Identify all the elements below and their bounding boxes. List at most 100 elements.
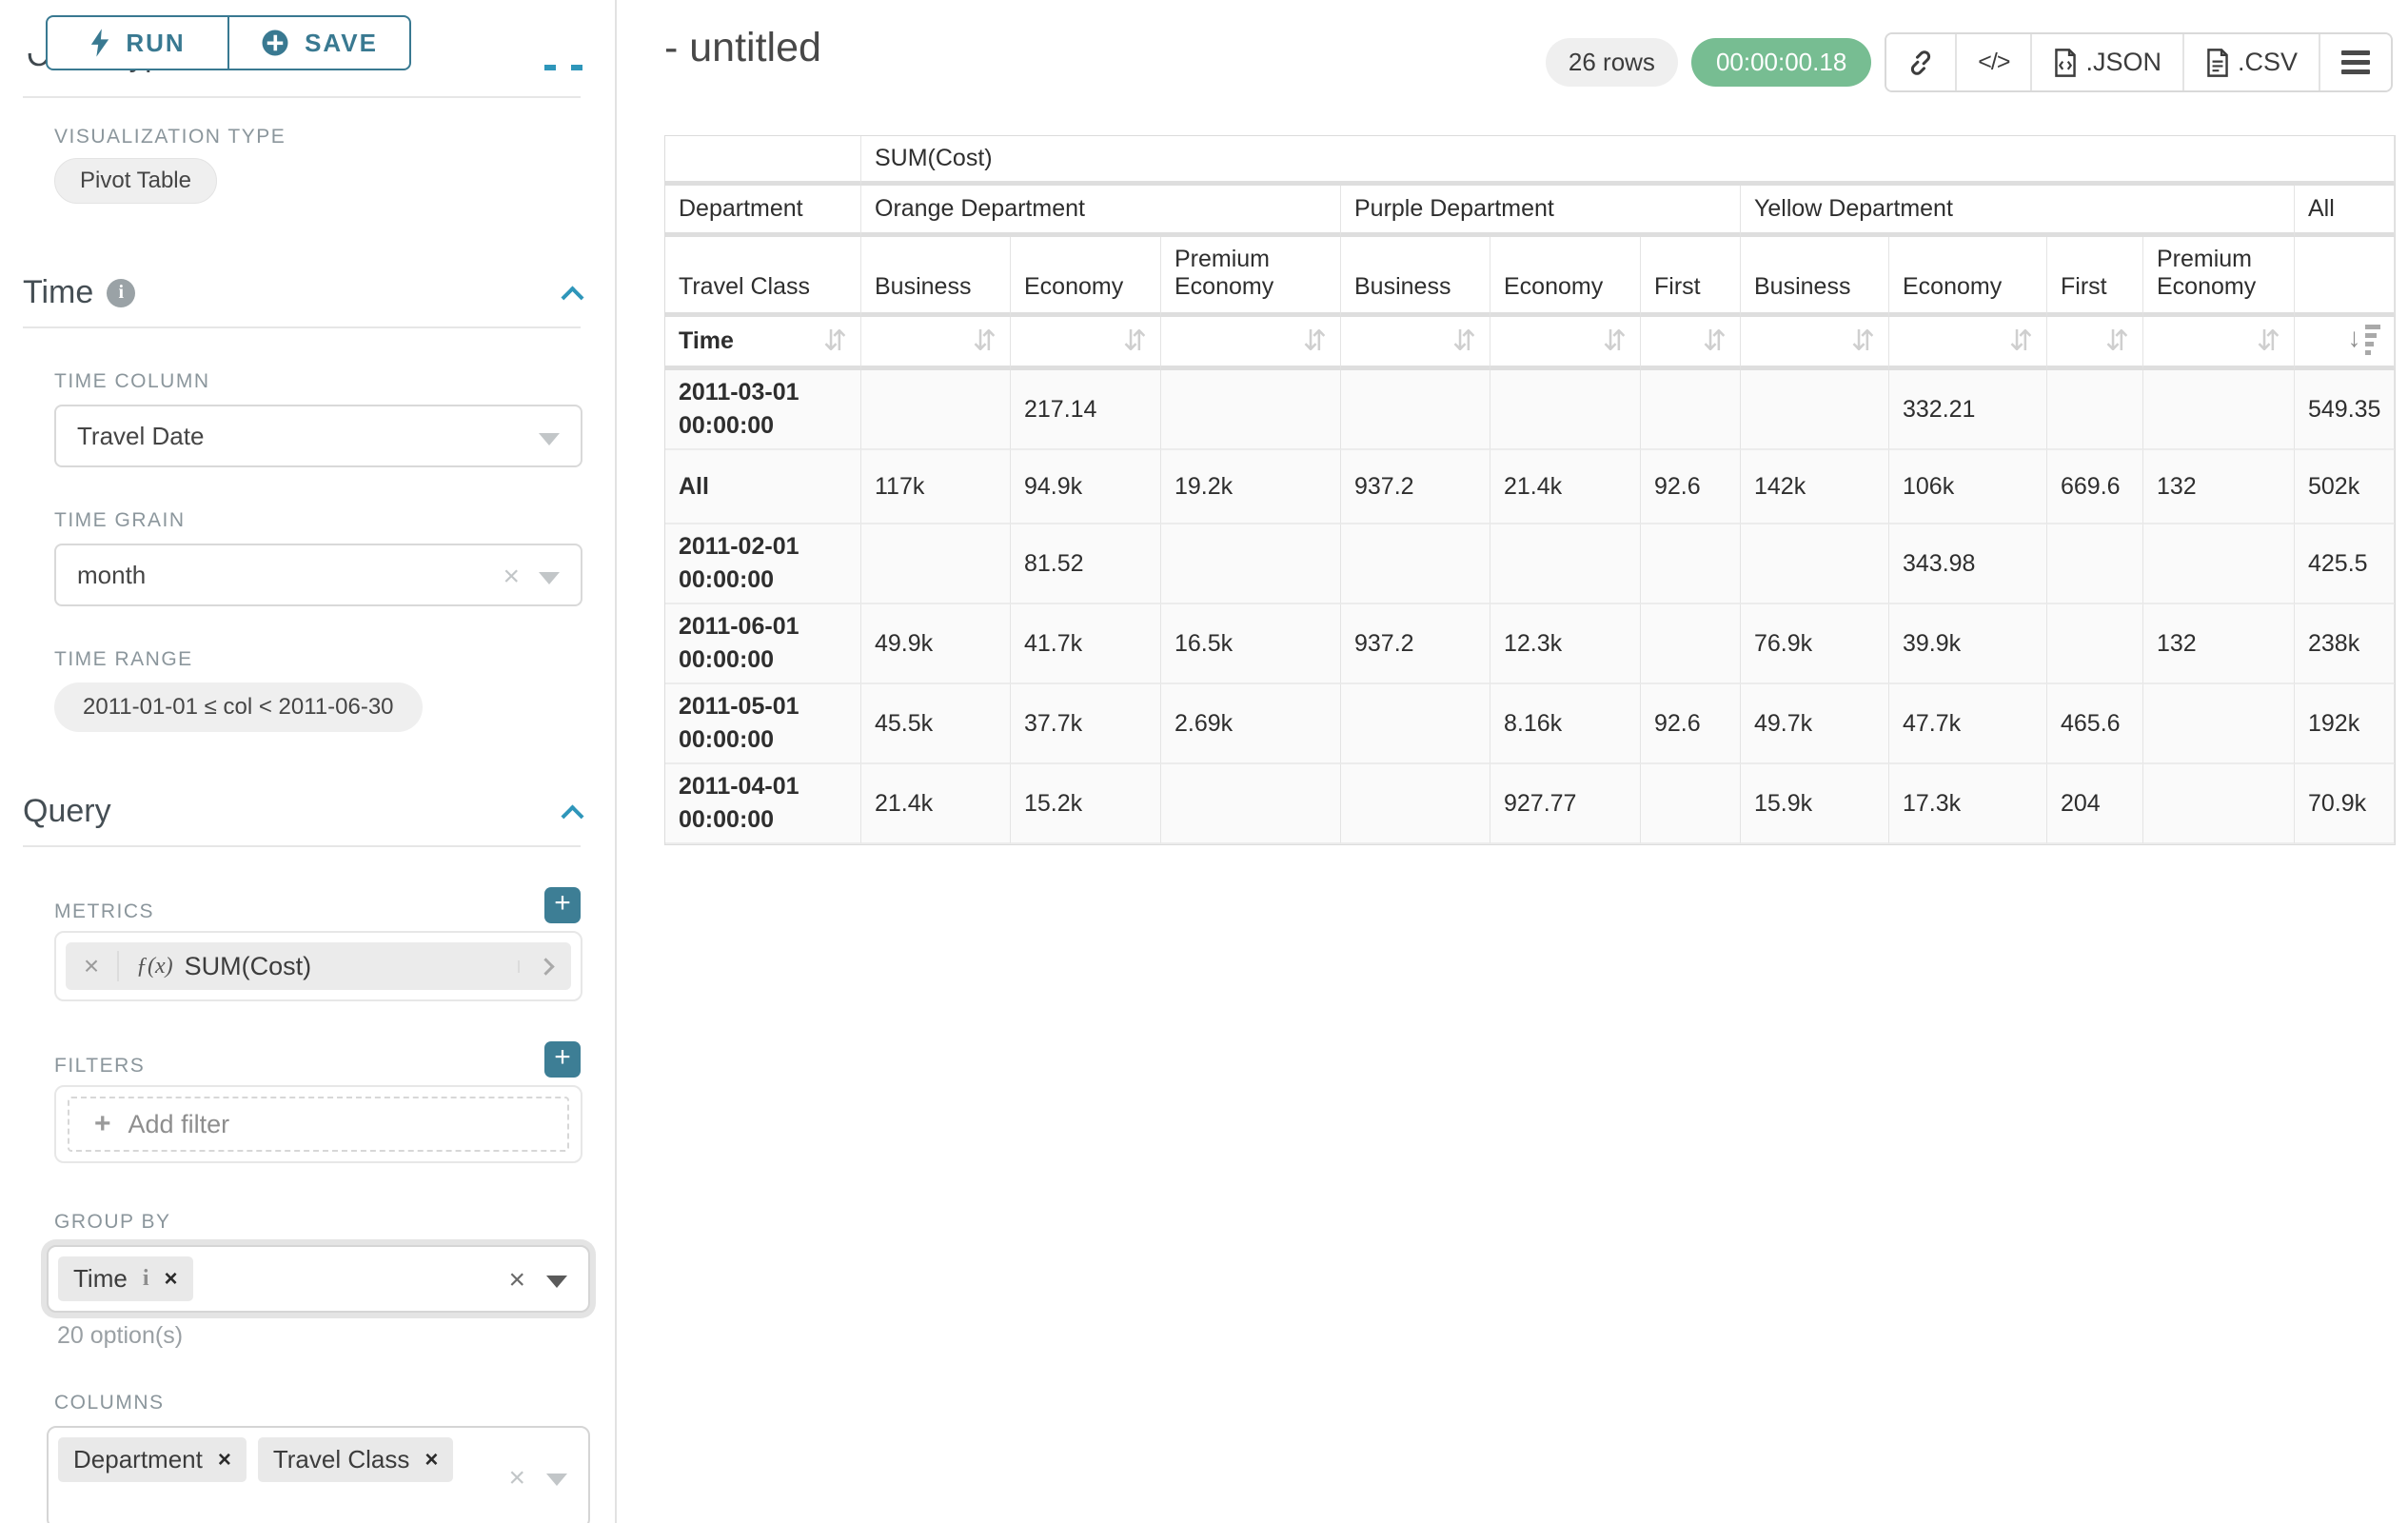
export-csv-button[interactable]: .CSV (2181, 34, 2319, 90)
pivot-value-cell (1341, 524, 1490, 604)
pivot-header-cell: ⇵ (2047, 317, 2143, 370)
expand-metric-button[interactable] (518, 957, 571, 976)
pivot-data-row: 2011-06-01 00:00:00 49.9k 41.7k 16.5k 937.2 1… (665, 604, 2396, 684)
chevron-up-icon[interactable] (561, 804, 584, 828)
sort-toggle-icon[interactable]: ⇵ (1850, 326, 1875, 357)
run-button[interactable]: RUN (46, 15, 228, 70)
add-metric-button[interactable]: + (544, 887, 581, 923)
time-grain-value: month (77, 560, 147, 589)
pivot-header-cell: Yellow Department (1741, 186, 2295, 237)
sort-toggle-icon[interactable]: ⇵ (1702, 326, 1727, 357)
pivot-header-cell: Economy (1490, 237, 1641, 317)
remove-tag-icon[interactable]: × (164, 1265, 178, 1292)
pivot-value-cell: 132 (2143, 450, 2295, 524)
chevron-down-icon (539, 572, 560, 584)
sort-toggle-icon[interactable]: ⇵ (822, 326, 847, 357)
pivot-value-cell: 81.52 (1011, 524, 1161, 604)
control-panel-sidebar: Chart Type RUN SAVE VISUALIZATION (0, 0, 617, 1523)
row-count-badge: 26 rows (1545, 38, 1678, 87)
clear-icon[interactable]: × (503, 561, 520, 592)
pivot-value-cell: 465.6 (2047, 684, 2143, 764)
columns-select[interactable]: Department × Travel Class × × (47, 1426, 590, 1523)
sort-toggle-icon[interactable]: ⇵ (972, 326, 997, 357)
pivot-data-row: 2011-04-01 00:00:00 21.4k 15.2k 927.77 15.9k… (665, 764, 2396, 844)
remove-metric-icon[interactable]: × (66, 951, 119, 981)
collapse-chevron-fragment (571, 65, 582, 70)
sort-toggle-icon[interactable]: ⇵ (1302, 326, 1327, 357)
pivot-value-cell: 37.7k (1011, 684, 1161, 764)
pivot-value-cell: 117k (861, 450, 1011, 524)
pivot-header-cell: Time ⇵ (665, 317, 861, 370)
pivot-value-cell: 94.9k (1011, 450, 1161, 524)
remove-tag-icon[interactable]: × (217, 1446, 231, 1473)
pivot-value-cell: 332.21 (1889, 370, 2047, 450)
time-grain-select[interactable]: month × (54, 544, 582, 606)
row-label: 2011-06-01 00:00:00 (665, 604, 861, 684)
row-label: 2011-03-01 00:00:00 (665, 370, 861, 450)
export-button-group: </> .JSON .CSV (1885, 32, 2393, 92)
run-save-button-group: RUN SAVE (46, 15, 411, 70)
time-column-select[interactable]: Travel Date (54, 405, 582, 467)
pivot-value-cell: 76.9k (1741, 604, 1889, 684)
pivot-value-cell: 17.3k (1889, 764, 2047, 844)
pivot-header-cell: ⇵ (2143, 317, 2295, 370)
filters-container: + Add filter (54, 1085, 582, 1163)
metric-pill[interactable]: × ƒ(x) SUM(Cost) (66, 942, 571, 990)
add-filter-button[interactable]: + Add filter (68, 1097, 569, 1152)
time-section-title: Time (23, 274, 94, 310)
dimension-tag[interactable]: Department × (58, 1437, 247, 1482)
pivot-value-cell (1641, 604, 1741, 684)
pivot-value-cell: 92.6 (1641, 684, 1741, 764)
time-range-value[interactable]: 2011-01-01 ≤ col < 2011-06-30 (54, 682, 423, 732)
save-button[interactable]: SAVE (228, 15, 411, 70)
filters-label: FILTERS (54, 1055, 146, 1077)
lightning-bolt-icon (91, 29, 109, 57)
sort-toggle-icon[interactable]: ⇵ (1451, 326, 1476, 357)
sort-toggle-icon[interactable]: ⇵ (2008, 326, 2033, 357)
group-by-select[interactable]: Time i × × (47, 1245, 590, 1313)
pivot-value-cell: 16.5k (1161, 604, 1341, 684)
sort-toggle-icon[interactable]: ⇵ (1602, 326, 1627, 357)
chevron-up-icon[interactable] (561, 286, 584, 309)
dimension-tag[interactable]: Travel Class × (257, 1437, 454, 1482)
sort-toggle-icon[interactable]: ⇵ (1122, 326, 1147, 357)
visualization-type-label: VISUALIZATION TYPE (54, 126, 286, 148)
pivot-value-cell (2143, 524, 2295, 604)
pivot-value-cell (1641, 524, 1741, 604)
pivot-value-cell: 502k (2295, 450, 2396, 524)
time-column-label: TIME COLUMN (54, 370, 210, 392)
short-link-button[interactable] (1886, 34, 1956, 90)
pivot-value-cell (2143, 764, 2295, 844)
chart-title[interactable]: - untitled (664, 25, 821, 70)
group-by-options-note: 20 option(s) (57, 1322, 184, 1349)
sort-toggle-icon[interactable]: ⇵ (2256, 326, 2280, 357)
clear-icon[interactable]: × (508, 1264, 525, 1296)
time-grain-label: TIME GRAIN (54, 509, 186, 531)
export-json-button[interactable]: .JSON (2030, 34, 2182, 90)
add-filter-plus-button[interactable]: + (544, 1041, 581, 1078)
pivot-value-cell: 12.3k (1490, 604, 1641, 684)
remove-tag-icon[interactable]: × (424, 1446, 439, 1473)
pivot-header-cell: Travel Class (665, 237, 861, 317)
view-query-button[interactable]: </> (1955, 34, 2031, 90)
pivot-value-cell: 47.7k (1889, 684, 2047, 764)
more-options-button[interactable] (2319, 34, 2391, 90)
sort-descending-active-icon[interactable]: ↓ (2347, 324, 2381, 359)
pivot-value-cell (2047, 524, 2143, 604)
sort-toggle-icon[interactable]: ⇵ (2104, 326, 2129, 357)
pivot-header-cell: Business (1341, 237, 1490, 317)
visualization-type-value[interactable]: Pivot Table (54, 158, 217, 204)
info-icon: i (142, 1266, 149, 1291)
pivot-value-cell (1741, 370, 1889, 450)
file-text-icon (2207, 48, 2228, 77)
pivot-value-cell: 8.16k (1490, 684, 1641, 764)
pivot-header-cell: ↓ (2295, 317, 2396, 370)
pivot-value-cell: 238k (2295, 604, 2396, 684)
pivot-value-cell (2143, 684, 2295, 764)
clear-icon[interactable]: × (508, 1462, 525, 1493)
pivot-value-cell: 21.4k (1490, 450, 1641, 524)
pivot-value-cell: 142k (1741, 450, 1889, 524)
chevron-right-icon (536, 957, 555, 976)
dimension-tag[interactable]: Time i × (58, 1256, 193, 1301)
chart-header-actions: 26 rows 00:00:00.18 </> .J (1545, 32, 2393, 92)
